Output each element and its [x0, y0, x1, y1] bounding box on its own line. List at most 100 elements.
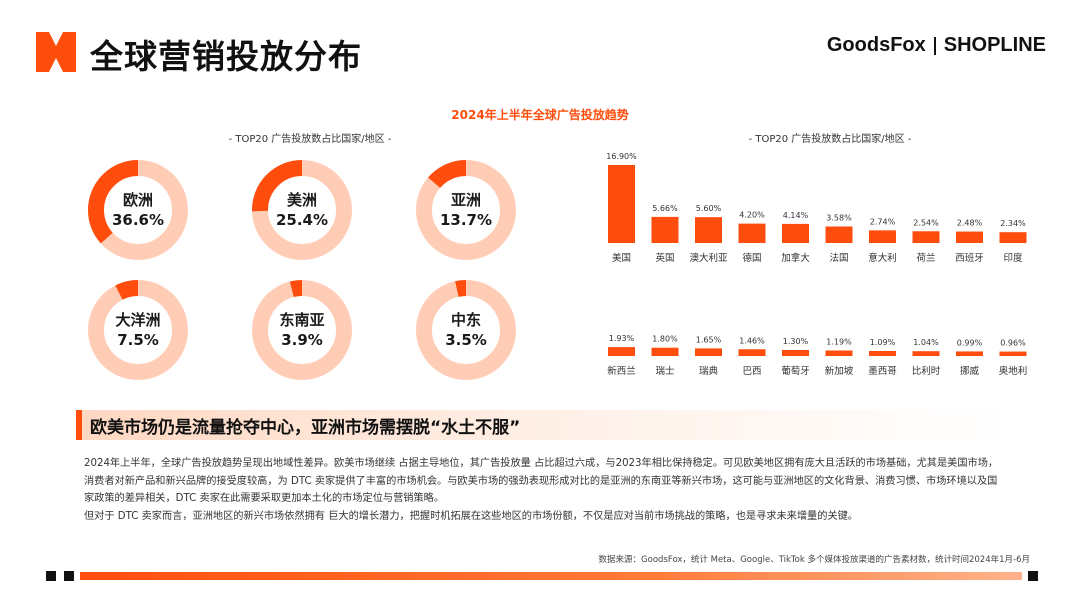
donut-value-label: 25.4% [275, 211, 329, 229]
donut-svg [252, 160, 352, 260]
row2-value-label-4: 1.46% [739, 336, 765, 345]
footer-square-right [1028, 571, 1038, 581]
donut-slice-1 [88, 160, 188, 260]
bar-subtitle: - TOP20 广告投放数占比国家/地区 - [748, 134, 912, 145]
donut-slice-2 [252, 160, 352, 260]
bar-chart: 16.90% 美国 5.66% 英国 5.60% 澳大利亚 4.20% 德国 4.14% 加拿大 3… [606, 152, 1028, 377]
footer-orange-line [80, 572, 1022, 580]
donut-region-label: 美洲 [286, 191, 317, 209]
row1-value-label-10: 2.34% [1000, 219, 1026, 228]
source-note: 数据来源：GoodsFox，统计 Meta、Google、TikTok 多个媒体… [598, 555, 1031, 565]
donut-3: 亚洲 13.7% [414, 158, 518, 262]
headline-text: 欧美市场仍是流量抢夺中心，亚洲市场需摆脱“水土不服” [90, 418, 521, 438]
donut-region-label: 亚洲 [450, 191, 481, 209]
row1-value-label-4: 4.20% [739, 211, 765, 220]
donut-slice-6 [416, 280, 516, 380]
headline-banner: 欧美市场仍是流量抢夺中心，亚洲市场需摆脱“水土不服” [76, 410, 1012, 440]
donut-2: 美洲 25.4% [250, 158, 354, 262]
row1-bar-10 [999, 232, 1027, 243]
row1-value-label-5: 4.14% [783, 211, 809, 220]
row1-bar-7 [869, 230, 896, 243]
row1-bar-5 [782, 223, 809, 243]
row2-category-label-6: 新加坡 [825, 365, 854, 377]
donut-subtitle: - TOP20 广告投放数占比国家/地区 - [228, 134, 392, 145]
row2-category-label-8: 比利时 [912, 365, 941, 377]
donut-5: 东南亚 3.9% [250, 278, 354, 382]
row2-category-label-3: 瑞典 [699, 365, 719, 377]
row1-category-label-1: 美国 [612, 252, 631, 264]
donut-value-label: 36.6% [111, 211, 165, 229]
row1-value-label-9: 2.48% [957, 219, 983, 228]
donut-6: 中东 3.5% [414, 278, 518, 382]
row2-bar-8 [912, 351, 940, 356]
row1-value-label-8: 2.54% [913, 218, 939, 227]
row1-bar-1 [608, 165, 635, 243]
row2-category-label-4: 巴西 [742, 366, 761, 377]
brand-logo-mark [36, 32, 76, 72]
donut-slice-3 [416, 160, 516, 260]
row1-category-label-3: 澳大利亚 [689, 252, 728, 264]
brand-logos: GoodsFox SHOPLINE [827, 34, 1046, 57]
row2-value-label-1: 1.93% [609, 334, 635, 343]
row2-category-label-5: 葡萄牙 [781, 365, 810, 377]
donut-value-label: 3.5% [445, 331, 487, 349]
row2-category-label-7: 墨西哥 [868, 366, 897, 377]
row2-bar-4 [738, 349, 766, 356]
donut-1: 欧洲 36.6% [86, 158, 190, 262]
body-paragraph-1: 2024年上半年，全球广告投放趋势呈现出地域性差异。欧美市场继续 占据主导地位，… [84, 458, 999, 504]
footer-bar [0, 566, 1080, 586]
donut-slice-5 [252, 280, 352, 380]
donut-value-label: 3.9% [281, 331, 323, 349]
shopline-logo: SHOPLINE [943, 34, 1046, 56]
row1-bar-9 [956, 231, 983, 243]
row2-bar-2 [651, 347, 679, 356]
donut-svg [252, 280, 352, 380]
donut-4: 大洋洲 7.5% [86, 278, 190, 382]
row1-category-label-5: 加拿大 [781, 252, 810, 264]
footer-square-left-2 [64, 571, 74, 581]
footer-square-left-1 [46, 571, 56, 581]
row2-bar-6 [825, 350, 853, 356]
row2-bar-5 [782, 350, 809, 356]
row1-category-label-2: 英国 [655, 252, 674, 264]
donut-svg [416, 160, 516, 260]
row1-value-label-7: 2.74% [870, 217, 896, 226]
row2-category-label-10: 奥地利 [999, 365, 1028, 377]
donut-region-label: 欧洲 [122, 191, 153, 209]
donut-region-label: 东南亚 [279, 311, 325, 329]
row2-value-label-7: 1.09% [870, 338, 896, 347]
donut-value-label: 13.7% [439, 211, 493, 229]
donut-region-label: 中东 [450, 311, 481, 329]
row1-bar-4 [738, 223, 766, 243]
row2-bar-1 [608, 347, 635, 356]
row1-value-label-6: 3.58% [826, 213, 852, 222]
row2-bar-3 [695, 348, 722, 356]
row2-value-label-8: 1.04% [913, 338, 939, 347]
body-text: 2024年上半年，全球广告投放趋势呈现出地域性差异。欧美市场继续 占据主导地位，… [84, 455, 1004, 525]
row2-value-label-6: 1.19% [826, 338, 852, 347]
row2-category-label-2: 瑞士 [655, 365, 675, 377]
donut-region-label: 大洋洲 [115, 311, 161, 329]
row2-bar-7 [869, 350, 896, 356]
row1-category-label-6: 法国 [829, 252, 848, 264]
row1-category-label-4: 德国 [742, 252, 761, 264]
row1-bar-6 [825, 226, 853, 243]
row2-value-label-2: 1.80% [652, 335, 678, 344]
row1-category-label-10: 印度 [1003, 252, 1023, 264]
row1-category-label-7: 意大利 [868, 252, 897, 264]
page-title: 全球营销投放分布 [90, 37, 362, 76]
row2-value-label-10: 0.96% [1000, 339, 1026, 348]
row2-bar-10 [999, 351, 1027, 356]
donut-value-label: 7.5% [117, 331, 159, 349]
row1-value-label-1: 16.90% [606, 152, 637, 161]
row2-category-label-9: 挪威 [960, 365, 980, 377]
body-paragraph-2: 但对于 DTC 卖家而言，亚洲地区的新兴市场依然拥有 巨大的增长潜力，把握时机拓… [84, 510, 858, 522]
row2-value-label-5: 1.30% [783, 337, 809, 346]
goodsfox-logo: GoodsFox [826, 34, 926, 56]
row2-category-label-1: 新西兰 [607, 365, 636, 377]
brand-divider [933, 36, 936, 55]
row2-value-label-9: 0.99% [957, 338, 983, 347]
row2-bar-9 [956, 351, 983, 356]
row1-value-label-2: 5.66% [652, 204, 678, 213]
section-title: 2024年上半年全球广告投放趋势 [451, 108, 629, 122]
